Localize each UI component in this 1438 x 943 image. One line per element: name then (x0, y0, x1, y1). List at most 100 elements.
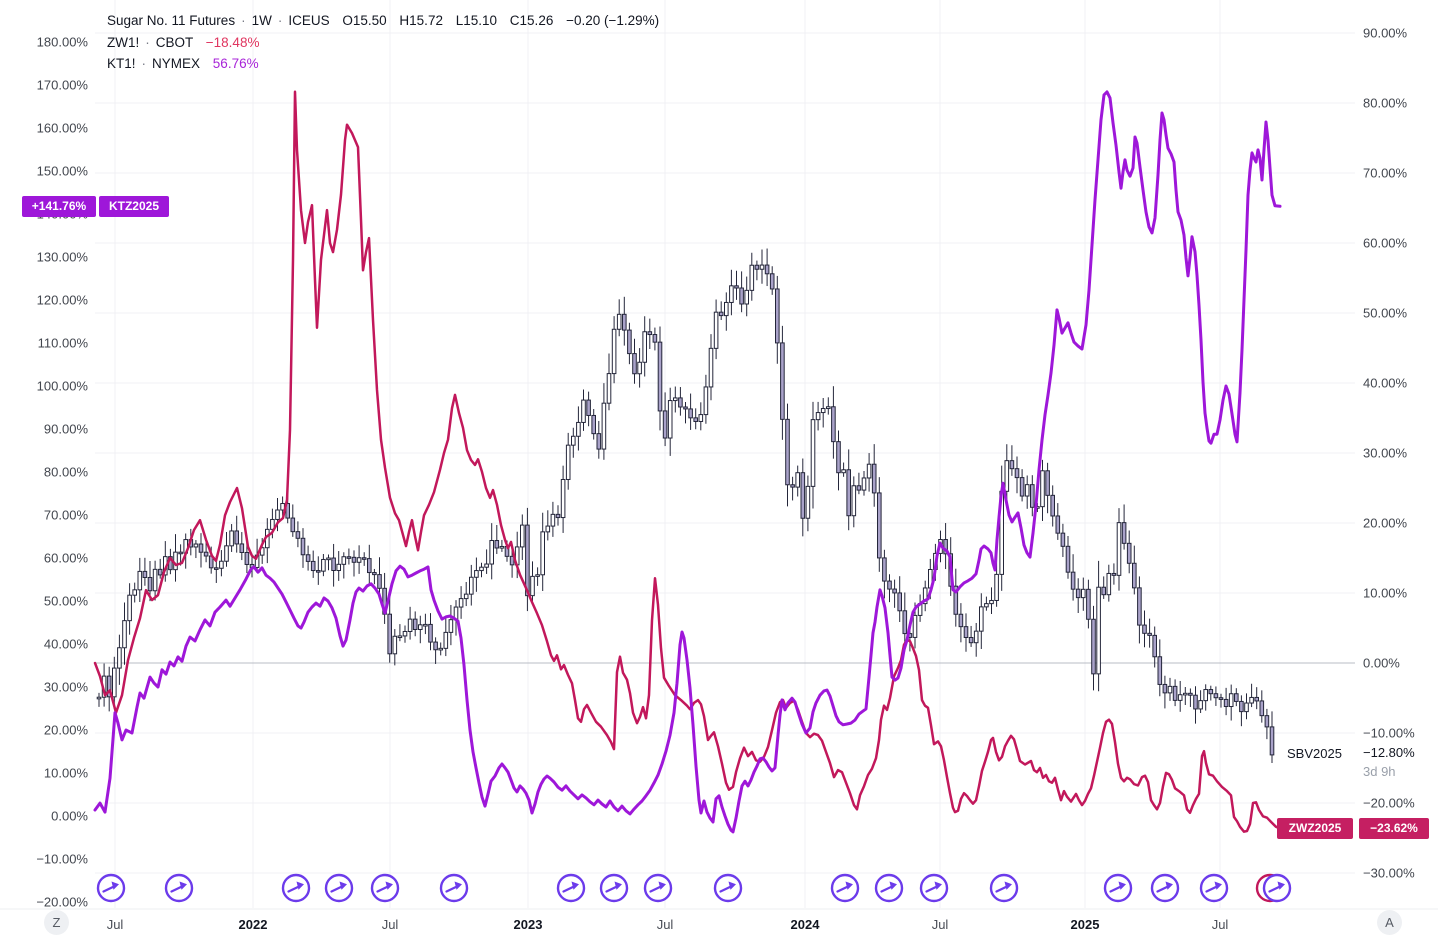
axis-tick-label: 50.00% (44, 594, 89, 609)
contract-rollover-icon[interactable] (164, 873, 194, 903)
time-axis-year-label: 2022 (239, 917, 268, 932)
axis-tick-label: 80.00% (44, 465, 89, 480)
contract-rollover-icon[interactable] (1199, 873, 1229, 903)
close-value: C15.26 (509, 13, 554, 28)
contract-rollover-icon[interactable] (989, 873, 1019, 903)
axis-tick-label: 10.00% (1363, 586, 1408, 601)
axis-tick-label: 160.00% (37, 121, 89, 136)
compare-change-value: −18.48% (205, 34, 260, 50)
axis-tick-label: 70.00% (44, 508, 89, 523)
time-axis-month-label: Jul (1212, 917, 1229, 932)
axis-tick-label: 70.00% (1363, 166, 1408, 181)
legend-compare-row-zw[interactable]: ZW1! · CBOT −18.48% (107, 32, 659, 54)
axis-tick-label: 60.00% (1363, 236, 1408, 251)
low-value: L15.10 (455, 13, 498, 28)
zw-price-badge-value: −23.62% (1359, 818, 1429, 839)
axis-tick-label: 0.00% (51, 809, 88, 824)
axis-tick-label: −10.00% (36, 852, 88, 867)
time-axis-month-label: Jul (657, 917, 674, 932)
axis-tick-label: 80.00% (1363, 96, 1408, 111)
contract-rollover-icon[interactable] (713, 873, 743, 903)
axis-tick-label: 150.00% (37, 164, 89, 179)
axis-tick-label: 100.00% (37, 379, 89, 394)
timezone-chip[interactable]: Z (44, 910, 69, 935)
axis-tick-label: −20.00% (1363, 796, 1415, 811)
contract-rollover-icon[interactable] (643, 873, 673, 903)
contract-rollover-icon[interactable] (281, 873, 311, 903)
separator: · (145, 34, 150, 50)
axis-tick-label: 50.00% (1363, 306, 1408, 321)
axis-tick-label: 20.00% (1363, 516, 1408, 531)
grid-lines (0, 0, 1438, 910)
sb-price-value: −12.80% (1363, 745, 1415, 760)
zw-compare-line[interactable] (93, 90, 1281, 833)
contract-rollover-icon[interactable] (370, 873, 400, 903)
sb-contract-label: SBV2025 (1287, 746, 1342, 761)
exchange-label: ICEUS (288, 13, 330, 28)
axis-tick-label: 110.00% (38, 336, 89, 351)
zw-contract-badge: ZWZ2025 (1277, 818, 1353, 839)
compare-symbol: ZW1! (107, 34, 140, 50)
kt-compare-line[interactable] (93, 90, 1282, 834)
axis-tick-label: 90.00% (44, 422, 89, 437)
contract-rollover-icon[interactable] (324, 873, 354, 903)
contract-rollover-icon[interactable] (830, 873, 860, 903)
left-price-axis[interactable]: 180.00%170.00%160.00%150.00%140.00%130.0… (36, 35, 88, 910)
axis-tick-label: 40.00% (44, 637, 89, 652)
contract-rollover-icon[interactable] (919, 873, 949, 903)
legend-main-row[interactable]: Sugar No. 11 Futures · 1W · ICEUS O15.50 H15… (107, 10, 659, 32)
interval-label: 1W (251, 13, 272, 28)
symbol-title: Sugar No. 11 Futures (107, 13, 236, 28)
separator: · (241, 13, 246, 28)
contract-rollover-icon[interactable] (96, 873, 126, 903)
contract-rollover-icon[interactable] (1150, 873, 1180, 903)
contract-rollover-icon[interactable] (1255, 873, 1292, 903)
axis-tick-label: 170.00% (37, 78, 89, 93)
axis-tick-label: 120.00% (37, 293, 89, 308)
axis-tick-label: 10.00% (44, 766, 89, 781)
time-axis-month-label: Jul (382, 917, 399, 932)
compare-exchange: CBOT (155, 34, 194, 50)
compare-exchange: NYMEX (152, 56, 201, 71)
time-axis-year-label: 2025 (1071, 917, 1100, 932)
contract-rollover-icon[interactable] (599, 873, 629, 903)
axis-tick-label: 30.00% (1363, 446, 1408, 461)
axis-tick-label: −30.00% (1363, 866, 1415, 881)
separator: · (277, 13, 283, 28)
kt-price-badge-value: +141.76% (22, 196, 96, 217)
axis-tick-label: −20.00% (36, 895, 88, 910)
axis-tick-label: 20.00% (44, 723, 89, 738)
axis-tick-label: 0.00% (1363, 656, 1400, 671)
axis-tick-label: 60.00% (44, 551, 89, 566)
legend: Sugar No. 11 Futures · 1W · ICEUS O15.50 H15… (107, 10, 659, 75)
legend-compare-row-kt[interactable]: KT1! · NYMEX 56.76% (107, 53, 659, 75)
kt-contract-badge: KTZ2025 (99, 196, 169, 217)
time-axis[interactable]: Jul 2022 Jul 2023 Jul 2024 Jul 2025 Jul (107, 917, 1229, 932)
axis-tick-label: 180.00% (37, 35, 89, 50)
time-axis-year-label: 2023 (514, 917, 543, 932)
sb-countdown: 3d 9h (1363, 764, 1396, 779)
change-value: −0.20 (−1.29%) (566, 13, 660, 28)
contract-rollover-icon[interactable] (874, 873, 904, 903)
compare-change-value: 56.76% (212, 56, 259, 71)
axis-tick-label: 40.00% (1363, 376, 1408, 391)
contract-rollover-icon[interactable] (1103, 873, 1133, 903)
right-price-axis[interactable]: 90.00% 80.00% 70.00% 60.00% 50.00% 40.00% 30.0… (1363, 26, 1415, 881)
axis-tick-label: 30.00% (44, 680, 89, 695)
time-axis-year-label: 2024 (791, 917, 821, 932)
time-axis-month-label: Jul (107, 917, 124, 932)
open-value: O15.50 (342, 13, 387, 28)
axis-tick-label: −10.00% (1363, 726, 1415, 741)
axis-tick-label: 90.00% (1363, 26, 1408, 41)
auto-scale-chip[interactable]: A (1377, 910, 1402, 935)
contract-rollover-icon[interactable] (556, 873, 586, 903)
contract-rollover-markers (96, 873, 1292, 903)
candlestick-series (96, 248, 1275, 763)
contract-rollover-icon[interactable] (439, 873, 469, 903)
high-value: H15.72 (399, 13, 443, 28)
time-axis-month-label: Jul (932, 917, 949, 932)
compare-symbol: KT1! (107, 56, 136, 71)
separator: · (141, 56, 147, 71)
